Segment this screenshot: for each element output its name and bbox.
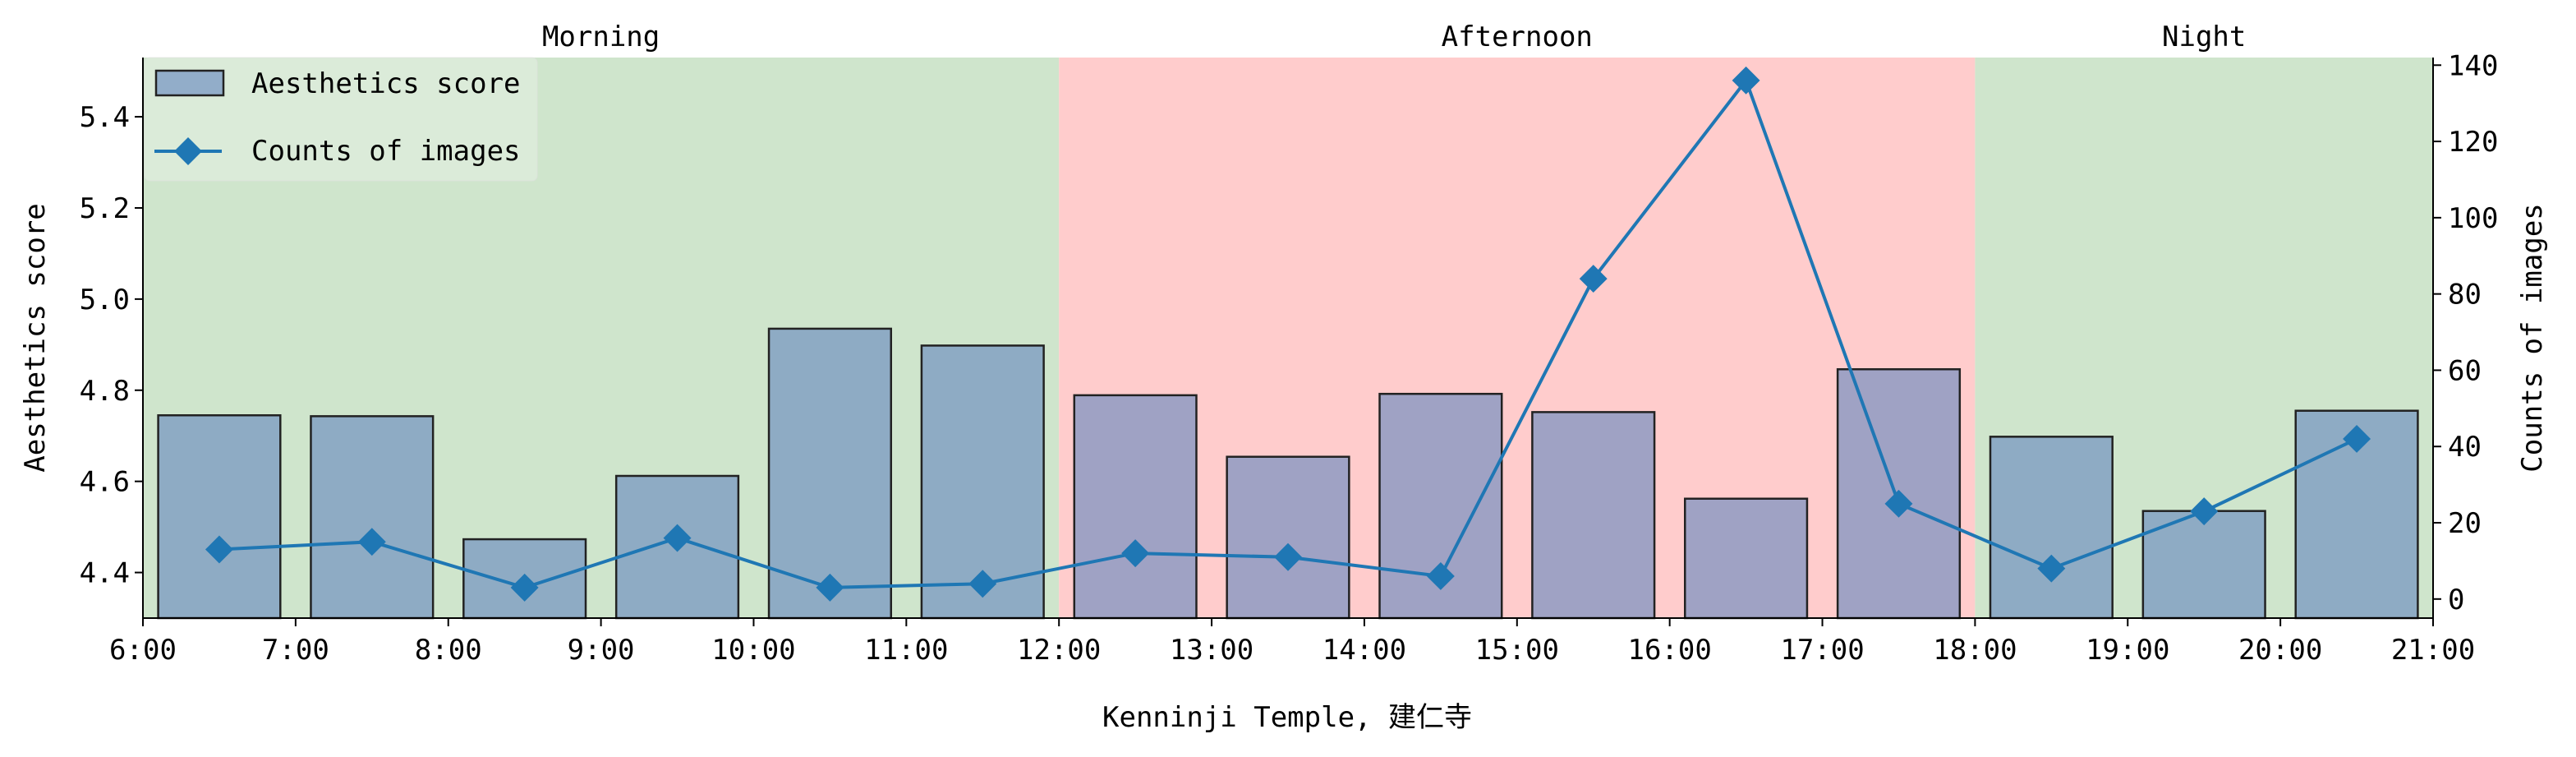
x-tick-label-1: 7:00 <box>262 634 329 667</box>
legend-label-aesthetics: Aesthetics score <box>251 67 521 100</box>
bar-0 <box>157 414 282 620</box>
right-tick-label-3: 60 <box>2448 354 2482 387</box>
count-marker-9 <box>1579 265 1608 293</box>
period-label-2: Night <box>2162 21 2246 53</box>
x-tick-label-11: 17:00 <box>1780 634 1864 667</box>
bar-13 <box>2141 510 2266 620</box>
right-axis-ticks: 0 20 40 60 80 100 120 140 <box>2433 49 2498 616</box>
period-band-1 <box>1059 58 1976 618</box>
right-tick-label-4: 80 <box>2448 279 2482 312</box>
x-tick-label-14: 20:00 <box>2238 634 2322 667</box>
x-tick-label-10: 16:00 <box>1627 634 1711 667</box>
legend-label-counts: Counts of images <box>251 135 521 168</box>
x-axis-ticks: 6:00 7:00 8:00 9:00 10:00 11:00 12:00 13:00 14:0… <box>109 618 2475 667</box>
left-tick-label-2: 4.8 <box>80 375 130 408</box>
x-tick-label-15: 21:00 <box>2391 634 2475 667</box>
left-tick-label-1: 4.6 <box>80 466 130 499</box>
count-marker-6 <box>1121 539 1150 568</box>
count-line-series <box>205 66 2371 602</box>
right-tick-label-5: 100 <box>2448 202 2498 235</box>
x-tick-label-6: 12:00 <box>1017 634 1101 667</box>
count-marker-8 <box>1426 561 1455 590</box>
legend-frame <box>144 57 538 182</box>
x-tick-label-3: 9:00 <box>568 634 635 667</box>
count-marker-4 <box>816 573 844 602</box>
x-tick-label-0: 6:00 <box>109 634 177 667</box>
bar-10 <box>1684 497 1809 620</box>
count-marker-7 <box>1274 542 1302 571</box>
period-backgrounds <box>143 58 2433 618</box>
bars <box>157 327 2419 620</box>
count-marker-0 <box>205 535 233 564</box>
right-tick-label-2: 40 <box>2448 431 2482 464</box>
bar-7 <box>1226 455 1350 620</box>
left-axis-title: Aesthetics score <box>19 203 52 473</box>
count-marker-3 <box>663 524 692 552</box>
x-tick-label-2: 8:00 <box>415 634 482 667</box>
x-tick-label-13: 19:00 <box>2086 634 2169 667</box>
right-tick-label-1: 20 <box>2448 507 2482 540</box>
x-tick-label-8: 14:00 <box>1322 634 1406 667</box>
legend: Aesthetics score Counts of images <box>144 57 538 182</box>
bar-9 <box>1531 411 1656 620</box>
right-tick-label-0: 0 <box>2448 584 2464 616</box>
x-tick-label-4: 10:00 <box>711 634 795 667</box>
period-band-0 <box>143 58 1060 618</box>
bar-1 <box>310 415 435 620</box>
x-tick-label-5: 11:00 <box>864 634 948 667</box>
axes <box>142 58 2434 619</box>
period-label-0: Morning <box>542 21 660 53</box>
x-tick-label-9: 15:00 <box>1475 634 1559 667</box>
left-tick-label-3: 5.0 <box>80 284 130 316</box>
right-tick-label-7: 140 <box>2448 49 2498 82</box>
period-label-1: Afternoon <box>1442 21 1593 53</box>
bar-12 <box>1989 436 2114 620</box>
bar-6 <box>1073 394 1198 620</box>
count-marker-2 <box>510 573 539 602</box>
x-tick-label-7: 13:00 <box>1170 634 1254 667</box>
x-tick-label-12: 18:00 <box>1933 634 2017 667</box>
legend-bar-swatch <box>154 69 225 97</box>
period-labels: Morning Afternoon Night <box>542 21 2246 53</box>
x-axis-title: Kenninji Temple, 建仁寺 <box>1102 701 1472 734</box>
count-marker-1 <box>357 528 386 556</box>
right-axis-title: Counts of images <box>2516 203 2549 473</box>
left-axis-ticks: 4.4 4.6 4.8 5.0 5.2 5.4 <box>80 101 143 590</box>
count-marker-5 <box>968 570 997 598</box>
right-tick-label-6: 120 <box>2448 126 2498 159</box>
left-tick-label-5: 5.4 <box>80 101 130 134</box>
legend-line-marker <box>174 137 202 165</box>
left-tick-label-0: 4.4 <box>80 557 130 590</box>
left-tick-label-4: 5.2 <box>80 192 130 225</box>
